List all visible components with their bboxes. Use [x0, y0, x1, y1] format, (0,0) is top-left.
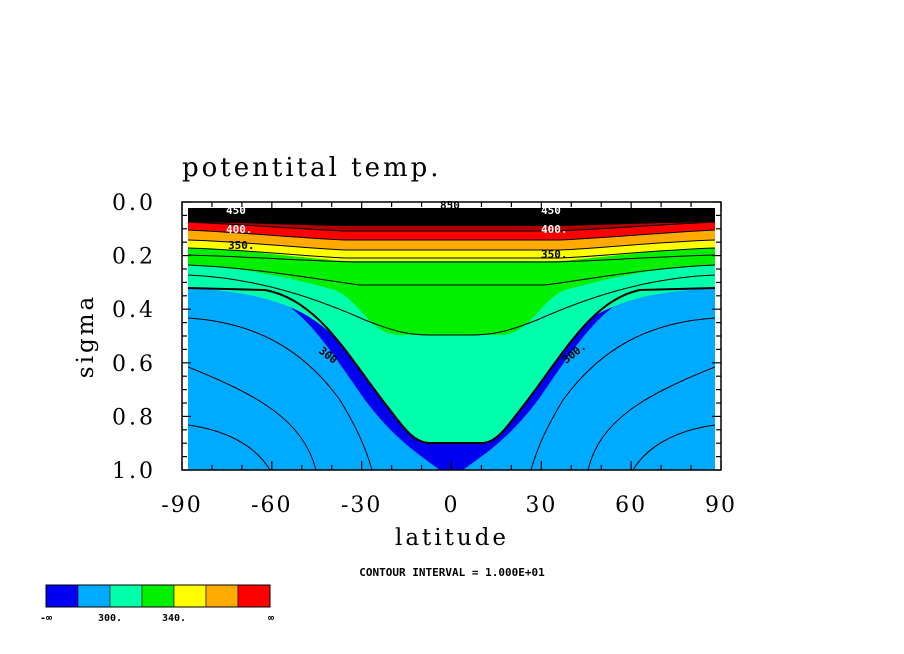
contour-line-upper-2: [188, 264, 715, 286]
x-axis: -90 -60 -30 0 30 60 90: [161, 202, 737, 518]
band-aqua-mid: [188, 275, 715, 443]
x-tick-label: 0: [444, 493, 460, 518]
contour-field: [188, 202, 715, 470]
x-tick-label: -30: [341, 493, 382, 518]
contour-label: 350.: [541, 248, 568, 261]
legend-swatch: [237, 584, 271, 608]
band-lightblue-flank-right: [463, 288, 715, 470]
contour-line-lower-right-2: [587, 366, 715, 470]
contour-line-upper-4: [188, 247, 715, 259]
legend-swatch: [77, 584, 111, 608]
x-tick-label: -60: [251, 493, 292, 518]
y-tick-label: 0.0: [112, 191, 156, 216]
legend-swatch: [45, 584, 79, 608]
contour-line-upper-6: [188, 229, 715, 241]
x-tick-label: 60: [615, 493, 647, 518]
contour-label: 450: [226, 204, 246, 217]
contour-line-upper-7: [188, 221, 715, 232]
y-axis: 0.0 0.2 0.4 0.6 0.8 1.0: [112, 191, 721, 484]
legend-swatch: [141, 584, 175, 608]
band-lightblue-flank-left: [188, 288, 440, 470]
x-tick-label: -90: [161, 493, 202, 518]
y-axis-label: sigma: [73, 294, 99, 378]
contour-label: 350.: [228, 239, 255, 252]
legend-swatch: [173, 584, 207, 608]
y-tick-label: 0.2: [112, 245, 156, 270]
band-black-strip: [188, 208, 715, 222]
y-tick-label: 0.6: [112, 352, 156, 377]
legend-swatch: [205, 584, 239, 608]
legend-frame: [45, 584, 271, 608]
contour-lines: [188, 221, 715, 470]
contour-line-upper-5: [188, 239, 715, 251]
y-tick-label: 0.4: [112, 298, 156, 323]
contour-interval-note: CONTOUR INTERVAL = 1.000E+01: [359, 566, 545, 579]
x-axis-label: latitude: [395, 525, 509, 551]
contour-label: 450: [541, 204, 561, 217]
contour-line-upper-1: [188, 274, 715, 336]
legend-label: 340.: [162, 613, 186, 624]
chart-title: potentital temp.: [182, 153, 442, 183]
legend-label: 300.: [98, 613, 122, 624]
legend-label: -∞: [40, 613, 52, 624]
contour-line-lower-left-2: [188, 366, 317, 470]
x-tick-label: 30: [525, 493, 557, 518]
y-tick-label: 0.8: [112, 405, 156, 430]
x-tick-label: 90: [705, 493, 737, 518]
contour-line-lower-left-1: [188, 317, 373, 470]
contour-label: 400.: [541, 223, 568, 236]
contour-label: 400.: [226, 223, 253, 236]
contour-label: 850: [440, 199, 460, 212]
legend-labels: -∞ 300. 340. ∞: [40, 613, 274, 624]
contour-line-corner-left: [188, 424, 271, 470]
legend-label: ∞: [268, 613, 274, 624]
y-tick-label: 1.0: [112, 459, 156, 484]
contour-line-lower-right-1: [530, 317, 715, 470]
contour-line-300: [188, 287, 715, 444]
contour-line-corner-right: [632, 424, 715, 470]
contour-line-upper-3: [188, 254, 715, 263]
color-legend: [45, 584, 271, 608]
legend-swatch: [109, 584, 143, 608]
